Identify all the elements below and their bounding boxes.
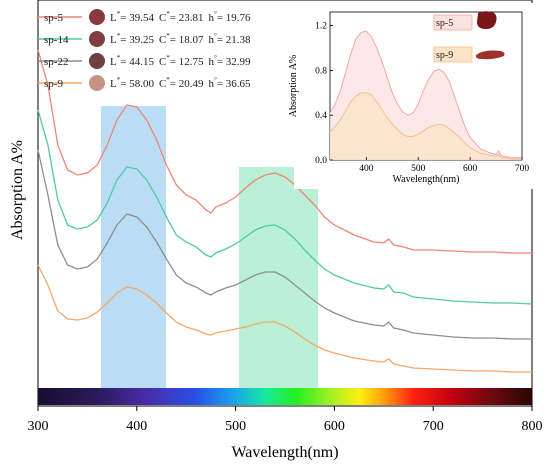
inset-x-tick-label: 600 bbox=[463, 164, 478, 174]
inset-legend-label-sp-5: sp-5 bbox=[436, 18, 453, 29]
legend-label-sp-14: sp-14 bbox=[44, 34, 69, 46]
main-x-axis-ticks: 300 400 500 600 700 800 bbox=[28, 406, 543, 434]
inset-legend: sp-5 sp-9 bbox=[433, 11, 505, 63]
inset-legend-label-sp-9: sp-9 bbox=[436, 50, 453, 61]
inset-y-tick-label: 1.2 bbox=[315, 22, 327, 32]
main-x-tick-label: 600 bbox=[324, 419, 345, 434]
legend-label-sp-9: sp-9 bbox=[44, 78, 63, 90]
legend-label-sp-22: sp-22 bbox=[44, 56, 68, 68]
main-series-line-sp-9 bbox=[37, 264, 532, 373]
inset-y-axis-ticks: 0.0 0.4 0.8 1.2 bbox=[315, 22, 333, 166]
main-spectrum-chart: 300 400 500 600 700 800 Wavelength(nm) Absorp… bbox=[9, 0, 543, 461]
inset-y-axis-label: Absorption A% bbox=[288, 55, 299, 118]
legend-swatch-sp-5 bbox=[89, 9, 105, 25]
main-x-tick-label: 400 bbox=[126, 419, 147, 434]
inset-x-axis-ticks: 400 500 600 700 bbox=[359, 157, 529, 174]
inset-series-group bbox=[329, 30, 522, 161]
main-x-axis-label: Wavelength(nm) bbox=[231, 444, 338, 461]
legend-label-sp-5: sp-5 bbox=[44, 12, 63, 24]
main-series-line-sp-5 bbox=[37, 49, 532, 254]
inset-legend-swatch-sp-9 bbox=[433, 46, 473, 63]
inset-y-tick-label: 0.8 bbox=[315, 66, 327, 76]
legend-color-values-sp-9: L*= 58.00 C*= 20.49 h°= 36.65 bbox=[110, 76, 251, 90]
main-highlight-band-green bbox=[239, 167, 318, 388]
main-x-tick-label: 300 bbox=[28, 419, 49, 434]
inset-x-tick-label: 700 bbox=[515, 164, 530, 174]
main-series-group bbox=[37, 49, 533, 373]
legend-swatch-sp-9 bbox=[89, 75, 105, 91]
main-y-axis-label: Absorption A% bbox=[9, 140, 26, 240]
main-x-tick-label: 500 bbox=[225, 419, 246, 434]
main-plot-frame bbox=[37, 0, 533, 407]
main-x-tick-label: 800 bbox=[522, 419, 543, 434]
spectrum-color-bar bbox=[38, 388, 532, 405]
main-series-line-sp-14 bbox=[37, 109, 533, 305]
inset-background bbox=[294, 3, 540, 189]
inset-x-tick-label: 500 bbox=[411, 164, 426, 174]
main-series-line-sp-22 bbox=[37, 149, 532, 340]
main-legend: sp-5 L*= 39.54 C*= 23.81 h°= 19.76 sp-14 L*= … bbox=[38, 9, 251, 91]
inset-chart: 400 500 600 700 0.0 0.4 0.8 1.2 Wavelength(nm)… bbox=[288, 3, 540, 189]
inset-y-tick-label: 0.4 bbox=[315, 111, 327, 121]
sample-chip-sp-5 bbox=[477, 11, 497, 29]
inset-line-sp-9 bbox=[329, 92, 522, 160]
inset-x-axis-label: Wavelength(nm) bbox=[393, 174, 460, 185]
main-x-tick-label: 700 bbox=[423, 419, 444, 434]
legend-swatch-sp-22 bbox=[89, 53, 105, 69]
inset-legend-swatch-sp-5 bbox=[433, 14, 473, 31]
inset-area-sp-9 bbox=[330, 92, 522, 160]
legend-color-values-sp-22: L*= 44.15 C*= 12.75 h°= 32.99 bbox=[110, 54, 251, 68]
legend-color-values-sp-14: L*= 39.25 C*= 18.07 h°= 21.38 bbox=[110, 32, 251, 46]
inset-x-tick-label: 400 bbox=[359, 164, 374, 174]
legend-swatch-sp-14 bbox=[89, 31, 105, 47]
inset-line-sp-5 bbox=[329, 30, 522, 159]
inset-y-tick-label: 0.0 bbox=[315, 156, 327, 166]
sample-chip-sp-9 bbox=[475, 50, 505, 60]
legend-color-values-sp-5: L*= 39.54 C*= 23.81 h°= 19.76 bbox=[110, 10, 251, 24]
main-highlight-band-blue bbox=[101, 106, 166, 388]
